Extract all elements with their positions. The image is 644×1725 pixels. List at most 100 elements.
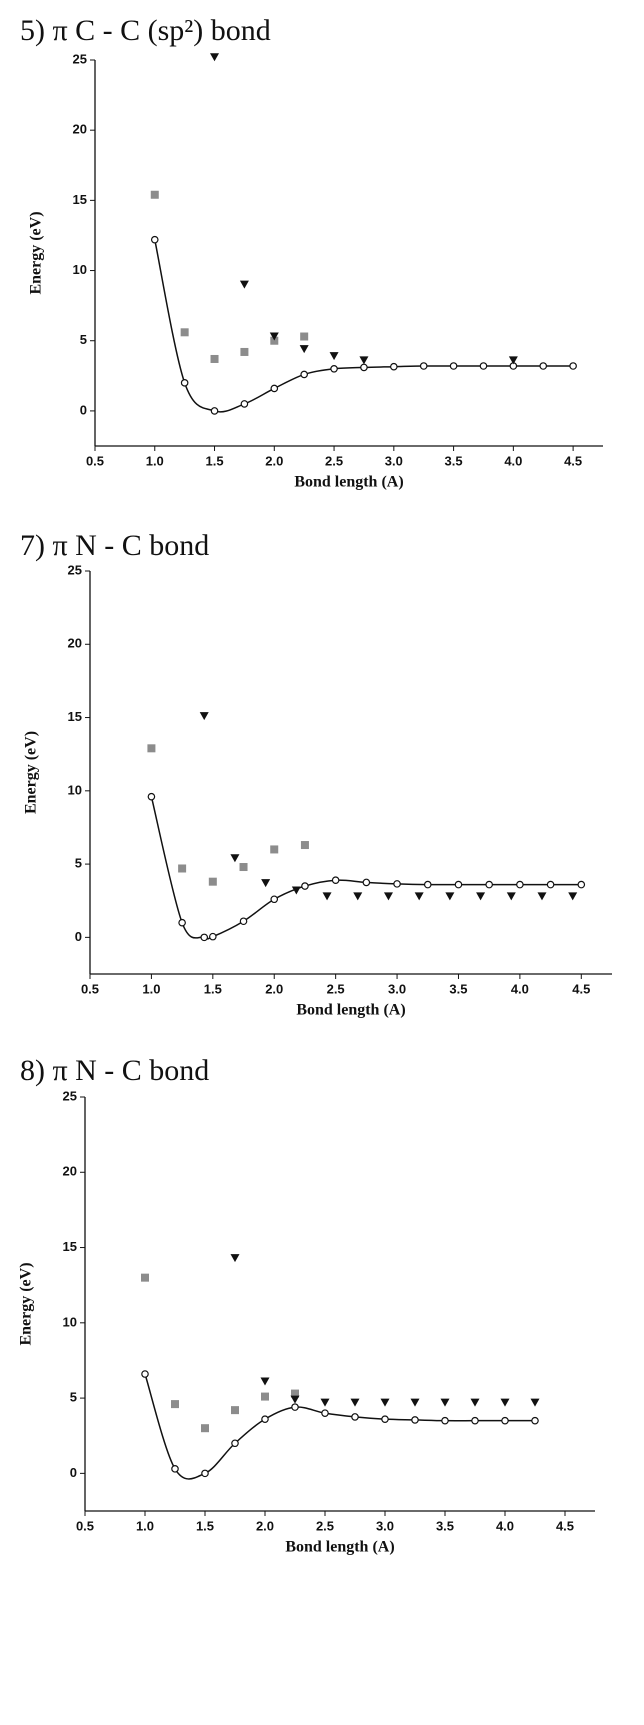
x-tick-label: 0.5 [76, 1518, 94, 1533]
x-tick-label: 1.5 [205, 453, 223, 468]
y-axis-label: Energy (eV) [23, 731, 40, 814]
triangle-marker [410, 1398, 420, 1407]
circle-marker [150, 235, 159, 244]
triangle-marker [329, 352, 339, 361]
triangle-marker [508, 356, 518, 365]
circle-marker [330, 364, 338, 373]
circle-marker [501, 1416, 509, 1425]
triangle-marker [353, 892, 363, 901]
circle-marker [516, 880, 524, 889]
circle-marker [360, 363, 368, 372]
triangle-marker [440, 1398, 450, 1407]
circle-marker [331, 876, 340, 885]
square-marker [150, 190, 159, 199]
square-marker [208, 877, 217, 886]
triangle-marker [500, 1398, 510, 1407]
chart-title: 8) π N - C bond [20, 1054, 209, 1087]
y-tick-label: 0 [80, 402, 87, 417]
y-tick-label: 25 [73, 51, 87, 66]
x-axis-label: Bond length (A) [296, 1002, 405, 1019]
circle-marker [577, 880, 586, 889]
y-tick-label: 5 [80, 332, 87, 347]
triangle-marker [299, 345, 309, 354]
square-marker [239, 863, 248, 872]
x-tick-label: 2.5 [325, 453, 343, 468]
x-tick-label: 0.5 [86, 453, 104, 468]
y-tick-label: 25 [68, 562, 82, 577]
x-tick-label: 1.0 [136, 1518, 154, 1533]
circle-marker [231, 1439, 239, 1448]
square-marker [300, 841, 309, 850]
triangle-marker [350, 1398, 360, 1407]
triangle-marker [530, 1398, 540, 1407]
circle-marker [240, 400, 249, 408]
y-tick-label: 0 [70, 1465, 77, 1480]
circle-marker [239, 917, 248, 926]
circle-marker [393, 880, 401, 888]
x-tick-label: 2.0 [265, 981, 283, 996]
triangle-marker [506, 892, 516, 901]
x-tick-label: 1.5 [196, 1518, 214, 1533]
circle-marker [485, 880, 493, 889]
circle-marker [441, 1416, 449, 1425]
x-axis-label: Bond length (A) [285, 1539, 394, 1556]
circle-marker [479, 362, 488, 370]
triangle-marker [322, 892, 332, 901]
square-marker [261, 1392, 269, 1401]
circle-marker [209, 932, 217, 941]
square-marker [291, 1389, 299, 1398]
circle-marker [419, 362, 428, 370]
x-tick-label: 1.0 [146, 453, 164, 468]
circle-marker [178, 918, 186, 927]
x-tick-label: 2.5 [327, 981, 345, 996]
circle-marker [210, 407, 219, 415]
circle-marker [539, 362, 548, 370]
x-tick-label: 1.5 [204, 981, 222, 996]
x-tick-label: 3.5 [445, 453, 463, 468]
triangle-marker [359, 356, 369, 365]
y-tick-label: 20 [63, 1164, 77, 1179]
circle-marker [321, 1409, 329, 1417]
circle-marker [270, 895, 279, 904]
triangle-marker [537, 892, 547, 901]
triangle-marker [445, 892, 455, 901]
x-tick-label: 2.5 [316, 1518, 334, 1533]
y-tick-label: 25 [63, 1088, 77, 1103]
triangle-marker [239, 280, 249, 289]
y-tick-label: 5 [75, 856, 82, 871]
circle-marker [569, 362, 577, 370]
triangle-marker [210, 53, 220, 62]
y-axis-label: Energy (eV) [18, 1262, 35, 1345]
circle-marker [449, 362, 458, 370]
square-marker [180, 328, 189, 337]
y-axis-label: Energy (eV) [28, 211, 45, 294]
square-marker [300, 332, 309, 341]
x-tick-label: 4.5 [572, 981, 590, 996]
circle-marker [301, 882, 309, 890]
square-marker [178, 864, 187, 873]
x-tick-label: 3.0 [385, 453, 403, 468]
triangle-marker [290, 1395, 300, 1404]
circle-marker [147, 792, 156, 801]
curve [154, 239, 574, 413]
triangle-marker [230, 1254, 240, 1263]
circle-marker [200, 933, 209, 942]
triangle-marker [383, 892, 393, 901]
square-marker [201, 1424, 209, 1433]
triangle-marker [320, 1398, 330, 1407]
x-tick-label: 0.5 [81, 981, 99, 996]
triangle-marker [261, 879, 271, 888]
y-tick-label: 10 [63, 1314, 77, 1329]
triangle-marker [199, 712, 209, 721]
triangle-marker [470, 1398, 480, 1407]
chart-title: 7) π N - C bond [20, 529, 209, 562]
square-marker [270, 336, 279, 345]
x-tick-label: 3.5 [449, 981, 467, 996]
x-tick-label: 4.0 [511, 981, 529, 996]
square-marker [270, 845, 279, 854]
circle-marker [270, 384, 279, 393]
circle-marker [531, 1416, 539, 1425]
y-tick-label: 10 [73, 262, 87, 277]
curve [150, 796, 582, 940]
